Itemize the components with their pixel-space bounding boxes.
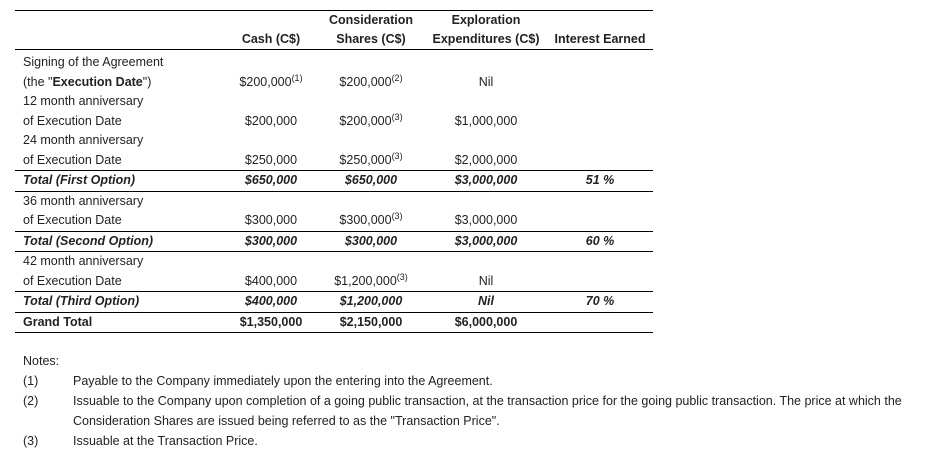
header-cell: Exploration Expenditures (C$)	[425, 11, 547, 50]
notes: Notes: (1) Payable to the Company immedia…	[23, 351, 923, 451]
header-cell: Interest Earned	[554, 32, 646, 46]
label-line: of Execution Date	[23, 113, 122, 128]
header-line: Consideration	[328, 13, 414, 27]
row-label: 24 month anniversary of Execution Date	[15, 131, 225, 171]
note-ref: (3)	[391, 211, 403, 221]
label-text: (the "	[23, 74, 53, 89]
cell: $6,000,000	[454, 314, 518, 329]
row-label: 12 month anniversary of Execution Date	[15, 92, 225, 131]
cell: $200,000	[244, 113, 298, 128]
row: 42 month anniversary of Execution Date $4…	[15, 252, 653, 292]
cell: $1,200,000	[339, 294, 403, 308]
cell: $2,000,000	[454, 152, 518, 167]
cell: $650,000	[344, 173, 398, 187]
label-line: Signing of the Agreement	[23, 55, 164, 69]
row-label: Signing of the Agreement (the "Execution …	[15, 50, 225, 93]
cell: $3,000,000	[454, 213, 518, 227]
table-wrap: Cash (C$) Consideration Shares (C$) Explo…	[15, 10, 653, 333]
cell: $300,000	[244, 233, 298, 248]
cell: $300,000	[344, 233, 398, 248]
label-line: 12 month anniversary	[23, 94, 144, 108]
cell: $1,350,000	[239, 314, 303, 329]
label-line: (the "Execution Date")	[23, 73, 225, 93]
total-row: Total (Second Option) $300,000 $300,000 …	[15, 231, 653, 252]
cell: $200,000(1)	[225, 50, 317, 93]
label-text: ")	[142, 74, 152, 89]
note-marker: (1)	[23, 374, 39, 388]
cell: $3,000,000	[454, 173, 518, 187]
cell: $300,000(3)	[317, 191, 425, 231]
cell: $250,000	[244, 152, 298, 167]
row-label: Total (Second Option)	[23, 233, 154, 248]
cell: $400,000	[244, 273, 298, 288]
row: 24 month anniversary of Execution Date $2…	[15, 131, 653, 171]
total-row: Total (First Option) $650,000 $650,000 $…	[15, 170, 653, 191]
cell-text: $300,000	[339, 213, 392, 227]
header-line: Exploration	[451, 13, 521, 27]
header-line: Expenditures (C$)	[432, 32, 540, 46]
note: (3) Issuable at the Transaction Price.	[23, 431, 923, 451]
grand-total-row: Grand Total $1,350,000 $2,150,000 $6,000…	[15, 312, 653, 333]
cell: $650,000	[244, 173, 298, 187]
cell-text: $250,000	[339, 152, 392, 167]
cell: 51 %	[585, 173, 615, 187]
note-ref: (3)	[391, 111, 403, 122]
row: 12 month anniversary of Execution Date $2…	[15, 92, 653, 131]
cell: 60 %	[585, 233, 615, 248]
row: 36 month anniversary of Execution Date $3…	[15, 191, 653, 231]
note-ref: (3)	[396, 271, 408, 282]
total-row: Total (Third Option) $400,000 $1,200,000…	[15, 291, 653, 312]
cell: $300,000	[244, 213, 298, 227]
cell-text: $200,000	[339, 74, 392, 89]
cell-text: $200,000	[339, 113, 392, 128]
row-label: Total (Third Option)	[23, 294, 140, 308]
payment-table: Cash (C$) Consideration Shares (C$) Explo…	[15, 10, 653, 333]
notes-title: Notes:	[23, 354, 60, 368]
row: Signing of the Agreement (the "Execution …	[15, 50, 653, 93]
cell: $1,200,000(3)	[317, 252, 425, 292]
label-line: 24 month anniversary	[23, 133, 144, 147]
cell: Nil	[478, 273, 494, 288]
header-cell: Consideration Shares (C$)	[317, 11, 425, 50]
note-text: Issuable at the Transaction Price.	[73, 434, 258, 448]
cell: $200,000(2)	[317, 50, 425, 93]
cell: $2,150,000	[339, 314, 403, 329]
label-text: Execution Date	[52, 74, 143, 89]
cell: Nil	[478, 294, 494, 308]
row-label: 36 month anniversary of Execution Date	[15, 191, 225, 231]
row-label: Total (First Option)	[23, 173, 136, 187]
note-marker: (3)	[23, 434, 39, 448]
header-line: Shares (C$)	[336, 32, 406, 46]
note-text: Payable to the Company immediately upon …	[73, 374, 493, 388]
cell: $400,000	[244, 294, 298, 308]
label-line: of Execution Date	[23, 213, 122, 227]
label-line: 36 month anniversary	[23, 193, 144, 208]
cell-text: $200,000	[239, 74, 292, 89]
label-line: of Execution Date	[23, 273, 122, 288]
row-label: Grand Total	[23, 314, 93, 329]
row-label: 42 month anniversary of Execution Date	[15, 252, 225, 292]
cell-text: $1,200,000	[334, 273, 397, 288]
header-cell: Cash (C$)	[241, 32, 301, 46]
cell: $1,000,000	[454, 113, 518, 128]
note-marker: (2)	[23, 394, 39, 408]
cell: $200,000(3)	[317, 92, 425, 131]
label-line: of Execution Date	[23, 152, 122, 167]
note-ref: (3)	[391, 150, 403, 161]
note: (1) Payable to the Company immediately up…	[23, 371, 923, 391]
note: (2) Issuable to the Company upon completi…	[23, 391, 923, 431]
label-line: 42 month anniversary	[23, 254, 144, 268]
note-text: Issuable to the Company upon completion …	[73, 394, 902, 428]
note-ref: (1)	[291, 72, 303, 83]
cell: 70 %	[585, 294, 615, 308]
header-row: Cash (C$) Consideration Shares (C$) Explo…	[15, 11, 653, 50]
note-ref: (2)	[391, 72, 403, 83]
cell: $3,000,000	[454, 233, 518, 248]
cell: Nil	[478, 74, 494, 89]
cell: $250,000(3)	[317, 131, 425, 171]
